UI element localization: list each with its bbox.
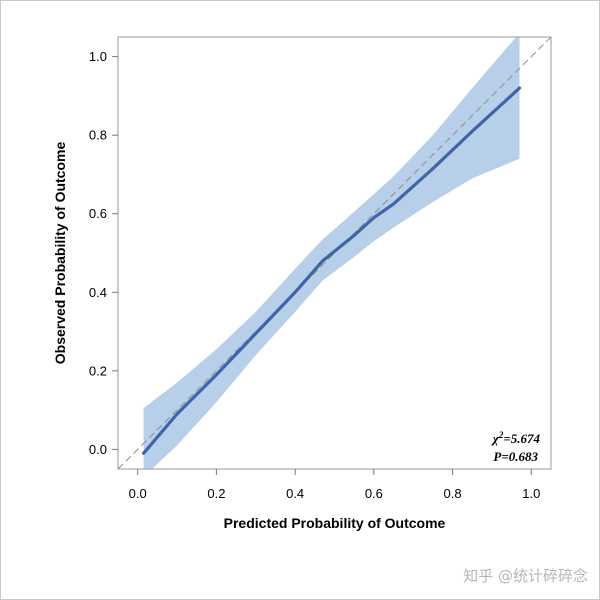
- x-tick-label: 0.6: [365, 486, 383, 501]
- x-axis-title: Predicted Probability of Outcome: [224, 515, 446, 531]
- y-tick-label: 0.6: [89, 206, 107, 221]
- watermark: 知乎 @统计碎碎念: [463, 567, 588, 585]
- chi-square-annotation: χ2=5.674: [491, 430, 541, 446]
- y-tick-label: 0.0: [89, 442, 107, 457]
- x-tick-label: 0.4: [286, 486, 304, 501]
- x-tick-label: 0.0: [129, 486, 147, 501]
- p-value-annotation: P=0.683: [493, 449, 538, 464]
- reference-diagonal-line: [118, 37, 551, 469]
- y-tick-label: 1.0: [89, 49, 107, 64]
- plot-frame: [117, 36, 552, 470]
- y-tick-label: 0.4: [89, 285, 107, 300]
- x-tick-label: 0.2: [207, 486, 225, 501]
- x-tick-label: 1.0: [522, 486, 540, 501]
- x-tick-label: 0.8: [444, 486, 462, 501]
- calibration-curve-0: [141, 86, 522, 455]
- y-axis-title: Observed Probability of Outcome: [52, 142, 68, 365]
- y-tick-label: 0.8: [89, 128, 107, 143]
- y-tick-label: 0.2: [89, 363, 107, 378]
